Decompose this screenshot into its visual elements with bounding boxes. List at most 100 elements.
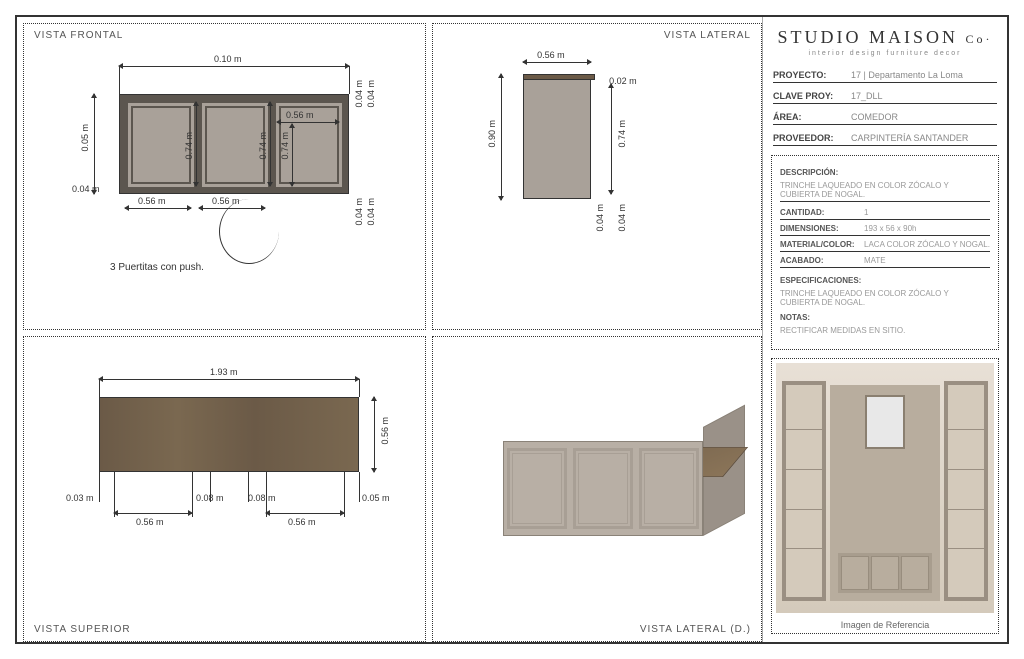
frontal-cabinet — [119, 94, 349, 194]
field-value: 1 — [864, 208, 990, 217]
ref-shelf-right — [944, 381, 988, 601]
notas-text: RECTIFICAR MEDIDAS EN SITIO. — [780, 324, 990, 337]
dim-label: 0.04 m — [354, 198, 364, 226]
dim-line — [196, 102, 197, 186]
dim-label: 0.56 m — [380, 417, 390, 445]
superior-top — [99, 397, 359, 472]
dim-label: 0.56 m — [138, 196, 166, 206]
info-key: PROVEEDOR: — [773, 133, 851, 143]
cabinet-3d-door — [573, 448, 633, 529]
info-row-proveedor: PROVEEDOR: CARPINTERÍA SANTANDER — [773, 131, 997, 146]
dim-label: 0.05 m — [80, 124, 90, 152]
ext-line — [119, 66, 120, 94]
dim-label: 0.74 m — [258, 132, 268, 160]
dim-label: 0.08 m — [196, 493, 224, 503]
brand-name: STUDIO MAISON Co· — [769, 27, 1001, 48]
section-title: NOTAS: — [780, 313, 990, 322]
dim-line — [292, 124, 293, 186]
dim-label: 0.74 m — [280, 132, 290, 160]
dim-line — [374, 397, 375, 472]
note-leader — [219, 199, 279, 264]
info-pane: STUDIO MAISON Co· interior design furnit… — [762, 17, 1007, 642]
dim-label: 0.04 m — [595, 204, 605, 232]
quad-title: VISTA FRONTAL — [34, 30, 123, 41]
field-key: ACABADO: — [780, 256, 864, 265]
cabinet-3d-front — [503, 441, 703, 536]
info-value: 17_DLL — [851, 91, 997, 101]
ref-center-wall — [830, 385, 940, 601]
ref-mirror — [865, 395, 905, 449]
section-title: DESCRIPCIÓN: — [780, 168, 990, 177]
drawing-area: VISTA FRONTAL 0.10 m 0.04 m 0.04 m 0.05 … — [17, 17, 762, 642]
field-value: LACA COLOR ZÓCALO Y NOGAL. — [864, 240, 990, 249]
brand-header: STUDIO MAISON Co· interior design furnit… — [769, 23, 1001, 65]
dim-label: 0.05 m — [362, 493, 390, 503]
ext-line — [349, 66, 350, 94]
info-key: ÁREA: — [773, 112, 851, 122]
dim-label: 0.74 m — [184, 132, 194, 160]
field-key: CANTIDAD: — [780, 208, 864, 217]
dim-line — [501, 74, 502, 200]
dim-label: 0.56 m — [286, 110, 314, 120]
info-row-clave: CLAVE PROY: 17_DLL — [773, 89, 997, 104]
ext-line — [99, 379, 100, 397]
info-value: COMEDOR — [851, 112, 997, 122]
dim-line — [99, 379, 359, 380]
dim-label: 0.04 m — [366, 80, 376, 108]
dim-label: 0.08 m — [248, 493, 276, 503]
dim-line — [125, 208, 191, 209]
dim-line — [266, 513, 344, 514]
dim-line — [114, 513, 192, 514]
info-row-area: ÁREA: COMEDOR — [773, 110, 997, 125]
spec-sheet: VISTA FRONTAL 0.10 m 0.04 m 0.04 m 0.05 … — [15, 15, 1009, 644]
field-material: MATERIAL/COLOR: LACA COLOR ZÓCALO Y NOGA… — [780, 238, 990, 252]
field-key: DIMENSIONES: — [780, 224, 864, 233]
view-lateral-d: VISTA LATERAL (D.) — [432, 336, 762, 643]
field-acabado: ACABADO: MATE — [780, 254, 990, 268]
dim-label: 1.93 m — [210, 367, 238, 377]
dim-label: 0.56 m — [537, 50, 565, 60]
espec-text: TRINCHE LAQUEADO EN COLOR ZÓCALO Y CUBIE… — [780, 287, 990, 309]
dim-label: 0.04 m — [366, 198, 376, 226]
field-key: MATERIAL/COLOR: — [780, 240, 864, 249]
dim-label: 0.56 m — [136, 517, 164, 527]
dim-label: 0.03 m — [66, 493, 94, 503]
reference-image-box: Imagen de Referencia — [771, 358, 999, 634]
cabinet-3d-door — [507, 448, 567, 529]
section-title: ESPECIFICACIONES: — [780, 276, 990, 285]
info-value: CARPINTERÍA SANTANDER — [851, 133, 997, 143]
info-value: 17 | Departamento La Loma — [851, 70, 997, 80]
ref-cabinet — [838, 553, 932, 593]
info-key: PROYECTO: — [773, 70, 851, 80]
field-value: 193 x 56 x 90h — [864, 224, 990, 233]
dim-label: 0.04 m — [354, 80, 364, 108]
note-text: 3 Puertitas con push. — [110, 262, 204, 273]
description-box: DESCRIPCIÓN: TRINCHE LAQUEADO EN COLOR Z… — [771, 155, 999, 350]
ext-line — [359, 379, 360, 397]
ref-shelf-left — [782, 381, 826, 601]
quad-title: VISTA SUPERIOR — [34, 624, 131, 635]
field-dimensiones: DIMENSIONES: 193 x 56 x 90h — [780, 222, 990, 236]
quad-title: VISTA LATERAL — [664, 30, 751, 41]
ext-line — [359, 472, 360, 502]
info-key: CLAVE PROY: — [773, 91, 851, 101]
cabinet-3d-door — [639, 448, 699, 529]
dim-line — [94, 94, 95, 194]
reference-label: Imagen de Referencia — [772, 617, 998, 633]
field-value: MATE — [864, 256, 990, 265]
desc-text: TRINCHE LAQUEADO EN COLOR ZÓCALO Y CUBIE… — [780, 179, 990, 202]
view-frontal: VISTA FRONTAL 0.10 m 0.04 m 0.04 m 0.05 … — [23, 23, 426, 330]
dim-label: 0.04 m — [72, 184, 100, 194]
dim-label: 0.74 m — [617, 120, 627, 148]
info-row-proyecto: PROYECTO: 17 | Departamento La Loma — [773, 68, 997, 83]
view-lateral: VISTA LATERAL 0.56 m 0.02 m 0.90 m 0.74 … — [432, 23, 762, 330]
quad-title: VISTA LATERAL (D.) — [640, 624, 751, 635]
dim-label: 0.04 m — [617, 204, 627, 232]
dim-line — [523, 62, 591, 63]
ext-line — [99, 472, 100, 502]
dim-label: 0.90 m — [487, 120, 497, 148]
dim-line — [277, 122, 339, 123]
field-cantidad: CANTIDAD: 1 — [780, 206, 990, 220]
view-superior: VISTA SUPERIOR 1.93 m 0.56 m 0.03 m 0.56… — [23, 336, 426, 643]
dim-line — [270, 102, 271, 186]
